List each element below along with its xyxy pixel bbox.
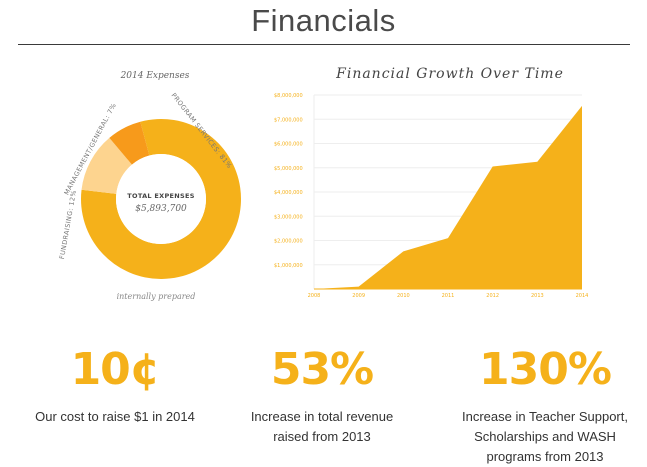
y-tick-label: $1,000,000	[274, 263, 303, 269]
stat-value: 53%	[270, 344, 374, 395]
donut-note: internally prepared	[117, 292, 196, 301]
x-tick-label: 2010	[397, 293, 410, 299]
page-title: Financials	[251, 3, 396, 38]
donut-slice	[81, 119, 242, 280]
x-tick-label: 2012	[486, 293, 499, 299]
x-tick-label: 2008	[308, 293, 321, 299]
donut-chart-title: 2014 Expenses	[120, 71, 190, 81]
y-tick-label: $6,000,000	[274, 142, 303, 148]
stat-value: 130%	[479, 344, 612, 395]
y-tick-label: $7,000,000	[274, 117, 303, 123]
stat-revenue-increase: 53% Increase in total revenue raised fro…	[222, 345, 422, 447]
x-tick-label: 2009	[352, 293, 365, 299]
donut-hole	[116, 154, 206, 244]
stat-value: 10¢	[70, 344, 161, 395]
stat-program-increase: 130% Increase in Teacher Support, Schola…	[445, 345, 645, 467]
donut-slice	[81, 137, 132, 194]
donut-center-label: TOTAL EXPENSES	[127, 192, 194, 200]
stat-description: Our cost to raise $1 in 2014	[35, 409, 195, 424]
y-tick-label: $3,000,000	[274, 214, 303, 220]
stat-description: Increase in Teacher Support, Scholarship…	[462, 409, 628, 464]
area-series	[314, 105, 582, 289]
x-tick-label: 2013	[531, 293, 544, 299]
donut-slice	[109, 121, 150, 165]
stat-cost-to-raise: 10¢ Our cost to raise $1 in 2014	[20, 345, 210, 427]
donut-center-value: $5,893,700	[135, 204, 187, 214]
y-tick-label: $2,000,000	[274, 239, 303, 245]
y-tick-label: $4,000,000	[274, 190, 303, 196]
title-divider	[18, 44, 630, 45]
area-chart-title: Financial Growth Over Time	[336, 66, 564, 82]
x-tick-label: 2011	[442, 293, 455, 299]
y-tick-label: $5,000,000	[274, 166, 303, 172]
x-tick-label: 2014	[576, 293, 589, 299]
y-tick-label: $8,000,000	[274, 93, 303, 99]
stat-description: Increase in total revenue raised from 20…	[250, 409, 394, 444]
